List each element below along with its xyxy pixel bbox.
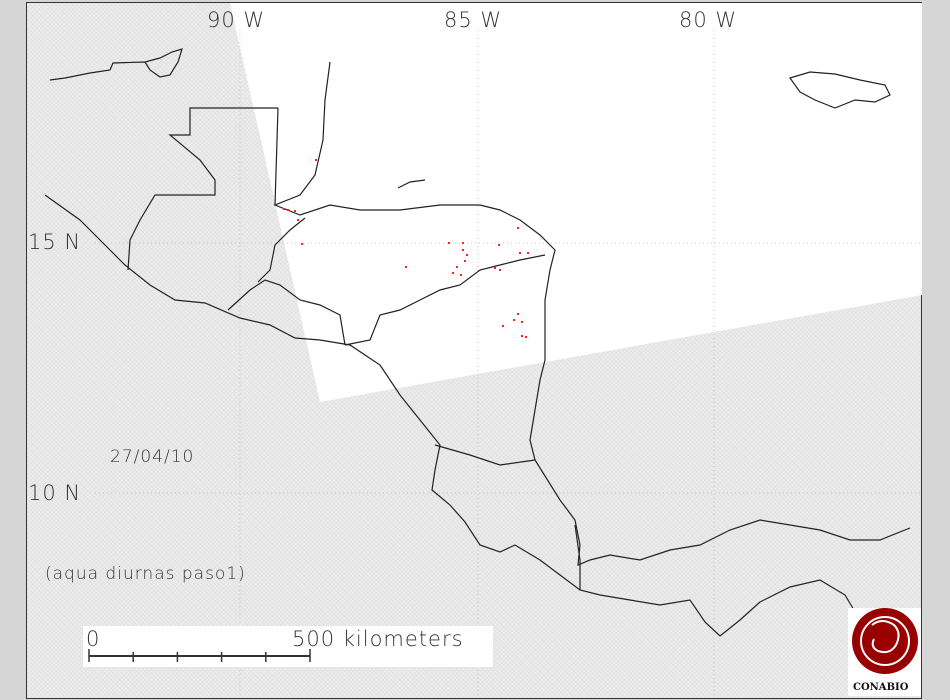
fire-point xyxy=(499,269,501,271)
longitude-label-80w: 80 W xyxy=(679,8,738,32)
fire-point xyxy=(466,254,468,256)
fire-point xyxy=(315,159,317,161)
yucatan-coast xyxy=(49,48,183,81)
fire-point xyxy=(513,319,515,321)
fire-point xyxy=(462,249,464,251)
fire-point xyxy=(517,227,519,229)
belize-border xyxy=(274,107,279,206)
fire-point xyxy=(297,219,299,221)
honduras-nicaragua-border xyxy=(344,254,546,346)
longitude-label-90w: 90 W xyxy=(207,8,266,32)
fire-point xyxy=(464,260,466,262)
conabio-logo xyxy=(848,608,921,696)
subtitle-label: (aqua diurnas paso1) xyxy=(45,564,246,584)
caribbean-coast xyxy=(273,61,911,566)
fire-point xyxy=(462,242,464,244)
fire-point xyxy=(294,210,296,212)
fire-points xyxy=(283,159,529,338)
fire-point xyxy=(498,244,500,246)
graticule xyxy=(95,30,922,698)
el-salvador-border xyxy=(227,279,346,346)
fire-point xyxy=(502,325,504,327)
fire-point xyxy=(301,243,303,245)
fire-point xyxy=(283,208,285,210)
fire-point xyxy=(448,242,450,244)
bay-islands xyxy=(397,179,426,189)
nicaragua-costarica-border xyxy=(434,444,536,466)
latitude-label-15n: 15 N xyxy=(28,230,82,254)
longitude-label-85w: 85 W xyxy=(444,8,503,32)
logo-text: CONABIO xyxy=(853,682,909,693)
fire-point xyxy=(517,313,519,315)
guatemala-honduras-border xyxy=(257,217,306,283)
fire-point xyxy=(521,335,523,337)
fire-point xyxy=(527,252,529,254)
fire-point xyxy=(452,272,454,274)
fire-point xyxy=(519,252,521,254)
scale-bar xyxy=(83,626,493,667)
coastlines-and-borders xyxy=(44,48,911,666)
fire-point xyxy=(494,267,496,269)
fire-point xyxy=(460,274,462,276)
fire-point xyxy=(456,266,458,268)
fire-point xyxy=(405,266,407,268)
mexico-guatemala-border xyxy=(127,107,278,271)
fire-point xyxy=(521,321,523,323)
scale-start-label: 0 xyxy=(86,627,101,651)
satellite-swath xyxy=(230,3,922,402)
fire-point xyxy=(287,209,289,211)
costarica-panama-border xyxy=(574,524,581,590)
latitude-label-10n: 10 N xyxy=(28,481,82,505)
jamaica xyxy=(789,71,891,109)
date-label: 27/04/10 xyxy=(110,447,195,467)
fire-point xyxy=(525,336,527,338)
scale-end-label: 500 kilometers xyxy=(292,627,464,651)
pacific-coast xyxy=(44,194,886,666)
